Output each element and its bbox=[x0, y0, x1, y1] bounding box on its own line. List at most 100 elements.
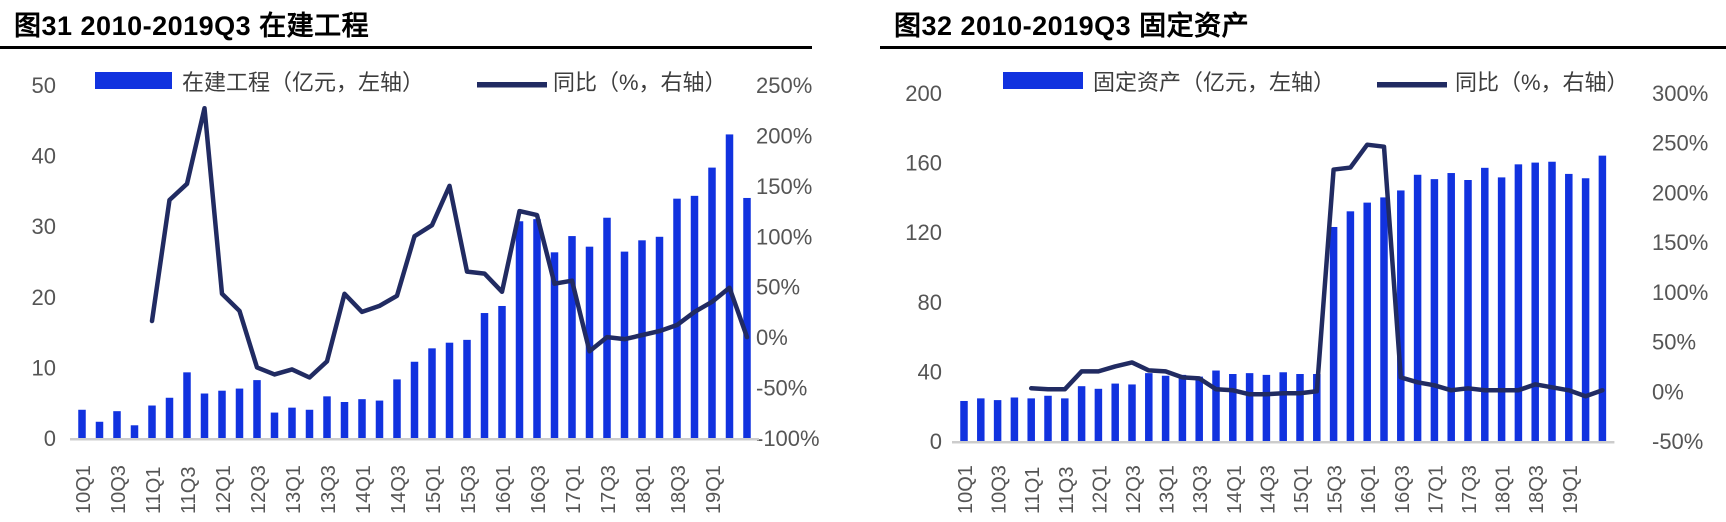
bar-11Q3 bbox=[183, 372, 191, 438]
x-axis-tick-label: 18Q3 bbox=[668, 465, 690, 514]
left-axis-tick-label: 200 bbox=[905, 81, 942, 106]
bar-11Q4 bbox=[1077, 386, 1086, 441]
right-axis-tick-label: 100% bbox=[1652, 280, 1708, 305]
bar-10Q1 bbox=[78, 409, 86, 438]
right-axis-tick-label: 0% bbox=[1652, 379, 1684, 404]
right-axis-tick-label: 50% bbox=[1652, 330, 1696, 355]
x-axis-tick-label: 12Q3 bbox=[1123, 465, 1145, 514]
bar-18Q3 bbox=[1531, 162, 1539, 441]
bar-12Q1 bbox=[1094, 388, 1103, 441]
bar-14Q2 bbox=[1245, 373, 1254, 441]
left-axis-tick-label: 10 bbox=[32, 355, 56, 380]
bar-18Q2 bbox=[1514, 164, 1523, 441]
x-axis-tick-label: 14Q3 bbox=[1257, 465, 1279, 514]
x-axis-tick-label: 16Q3 bbox=[1392, 465, 1414, 514]
x-axis-tick-label: 18Q1 bbox=[1493, 465, 1515, 514]
bar-12Q2 bbox=[235, 388, 244, 438]
bar-13Q4 bbox=[1212, 370, 1220, 441]
bar-17Q1 bbox=[1430, 179, 1439, 441]
right-axis-tick-label: 100% bbox=[756, 224, 812, 249]
left-axis-tick-label: 120 bbox=[905, 220, 942, 245]
bar-15Q2 bbox=[1313, 374, 1321, 441]
yoy-line bbox=[149, 105, 750, 380]
bar-12Q2 bbox=[1111, 383, 1119, 441]
bar-10Q4 bbox=[130, 425, 139, 438]
bar-17Q3 bbox=[1464, 180, 1472, 441]
left-axis-tick-label: 160 bbox=[905, 151, 942, 176]
bar-10Q1 bbox=[960, 400, 968, 441]
legend-line-swatch bbox=[1377, 82, 1447, 88]
bar-10Q2 bbox=[95, 421, 104, 438]
bar-13Q2 bbox=[305, 409, 314, 438]
bar-16Q3 bbox=[1397, 190, 1405, 441]
x-axis-tick-label: 15Q3 bbox=[458, 465, 480, 514]
bar-11Q2 bbox=[165, 397, 174, 438]
bar-13Q3 bbox=[1195, 376, 1203, 441]
bar-12Q1 bbox=[218, 390, 226, 438]
right-axis-tick-label: -50% bbox=[1652, 429, 1703, 454]
chart-canvas-fixed-assets: 0 40 80 120 160 200 300% 250% 200% 150% 100% 50% 0% -… bbox=[905, 70, 1708, 514]
x-axis-tick-label: 12Q3 bbox=[248, 465, 270, 514]
bar-14Q3 bbox=[393, 379, 401, 438]
x-axis-tick-label: 11Q3 bbox=[178, 467, 200, 514]
chart-canvas-construction-in-progress: 0 10 20 30 40 50 250% 200% 150% 100% 50% 0% -50% -100… bbox=[32, 70, 820, 514]
bar-15Q3 bbox=[463, 339, 471, 438]
bar-18Q2 bbox=[655, 236, 664, 438]
legend-bar-label: 在建工程（亿元，左轴） bbox=[182, 70, 424, 95]
bar-10Q3 bbox=[993, 400, 1002, 441]
chart-title-right: 图32 2010-2019Q3 固定资产 bbox=[894, 11, 1250, 41]
legend-line-label: 同比（%，右轴） bbox=[1455, 70, 1629, 95]
x-axis-tick-label: 19Q1 bbox=[703, 465, 725, 514]
right-axis-tick-label: -50% bbox=[756, 376, 807, 401]
x-axis-tick-label: 12Q1 bbox=[1089, 465, 1111, 514]
x-axis-tick-label: 17Q3 bbox=[598, 465, 620, 514]
bar-16Q4 bbox=[550, 252, 559, 438]
bar-15Q2 bbox=[445, 342, 454, 438]
legend-bar-swatch bbox=[1003, 72, 1083, 89]
bar-17Q3 bbox=[603, 217, 611, 438]
bar-17Q1 bbox=[568, 236, 576, 438]
x-axis-tick-label: 10Q1 bbox=[73, 465, 95, 514]
x-axis-tick-label: 15Q1 bbox=[1291, 465, 1313, 514]
legend-bar-label: 固定资产（亿元，左轴） bbox=[1093, 70, 1335, 95]
bar-16Q4 bbox=[1413, 174, 1422, 441]
bar-18Q1 bbox=[1497, 177, 1506, 441]
left-axis-tick-label: 20 bbox=[32, 285, 56, 310]
bar-16Q3 bbox=[533, 219, 541, 438]
right-axis-tick-label: 200% bbox=[1652, 180, 1708, 205]
chart-panel-left: 图31 2010-2019Q3 在建工程 0 10 20 30 40 50 250% 200%… bbox=[0, 0, 830, 522]
left-axis-tick-label: 40 bbox=[918, 359, 942, 384]
bar-13Q2 bbox=[1178, 374, 1187, 441]
bar-11Q1 bbox=[148, 405, 156, 438]
bar-16Q1 bbox=[498, 305, 506, 438]
right-axis-tick-label: 50% bbox=[756, 275, 800, 300]
title-rule-left bbox=[0, 46, 812, 49]
x-axis-tick-label: 18Q3 bbox=[1526, 465, 1548, 514]
chart-title-left: 图31 2010-2019Q3 在建工程 bbox=[14, 11, 370, 41]
x-axis-tick-label: 19Q1 bbox=[1560, 465, 1582, 514]
x-axis-tick-label: 10Q3 bbox=[989, 465, 1011, 514]
x-axis-baseline bbox=[70, 438, 759, 441]
x-axis-tick-label: 15Q1 bbox=[423, 465, 445, 514]
bar-13Q4 bbox=[340, 401, 349, 438]
bar-11Q2 bbox=[1044, 395, 1052, 441]
x-axis-tick-label: 17Q3 bbox=[1459, 465, 1481, 514]
x-axis-tick-label: 11Q1 bbox=[1022, 467, 1044, 514]
right-axis-tick-label: 150% bbox=[1652, 230, 1708, 255]
x-axis-tick-label: 16Q3 bbox=[528, 465, 550, 514]
bar-15Q1 bbox=[428, 348, 436, 438]
bar-16Q2 bbox=[1380, 197, 1388, 441]
x-axis-tick-label: 13Q1 bbox=[283, 465, 305, 514]
bar-14Q4 bbox=[1279, 372, 1287, 441]
legend-bar-swatch bbox=[95, 72, 172, 89]
left-axis-tick-label: 0 bbox=[930, 429, 942, 454]
bar-14Q3 bbox=[1262, 374, 1271, 441]
x-axis-tick-label: 13Q1 bbox=[1157, 465, 1179, 514]
bar-15Q4 bbox=[1346, 211, 1355, 441]
bar-18Q4 bbox=[1548, 161, 1556, 441]
x-axis-tick-label: 17Q1 bbox=[563, 465, 585, 514]
bar-19Q1 bbox=[1565, 173, 1573, 441]
bar-14Q1 bbox=[358, 399, 366, 438]
legend-line-label: 同比（%，右轴） bbox=[553, 70, 727, 95]
x-axis-tick-label: 14Q1 bbox=[353, 465, 375, 514]
